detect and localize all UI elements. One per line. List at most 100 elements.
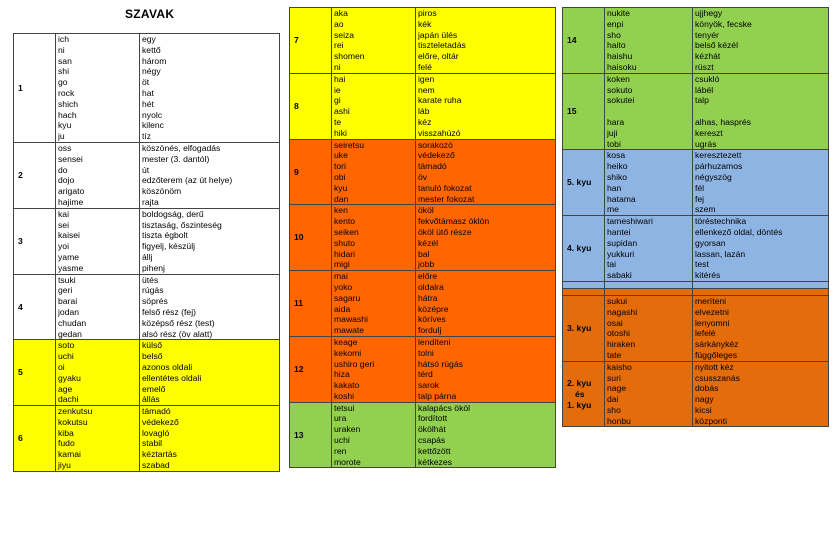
hungarian-meaning: védekező xyxy=(142,416,179,427)
hungarian-meanings: lendíteni tolni hátsó rúgás térd sarok talp p… xyxy=(415,335,556,403)
japanese-word: kaisho xyxy=(607,361,632,372)
hungarian-meanings: csukló lábél talp alhas, hasprés kereszt ugrá… xyxy=(692,72,829,151)
lesson-group: 4. kyu tameshiwari hantei supidan yukkuri tai… xyxy=(562,215,829,282)
lesson-number-text: 1. kyu xyxy=(567,399,592,410)
japanese-word: sensei xyxy=(58,153,83,164)
hungarian-meaning: tíz xyxy=(142,131,152,142)
lesson-number: 11 xyxy=(289,270,332,337)
hungarian-meaning: talp xyxy=(695,95,709,106)
japanese-word: sagaru xyxy=(334,292,361,303)
japanese-word: ushiro geri xyxy=(334,358,375,369)
lesson-group: 13 tetsui ura uraken uchi ren morote kalapács ö… xyxy=(289,401,556,469)
hungarian-meaning: tiszteletadás xyxy=(418,40,466,51)
japanese-word: seiza xyxy=(334,29,355,40)
lesson-number: 13 xyxy=(289,401,332,469)
hungarian-meaning: öt xyxy=(142,77,150,88)
hungarian-meaning: fél xyxy=(695,182,705,193)
hungarian-meaning: köríves xyxy=(418,314,446,325)
hungarian-meaning: azonos oldali xyxy=(142,361,193,372)
hungarian-meaning: külső xyxy=(142,340,163,351)
hungarian-meanings: nyitott kéz csusszanás dobás nagy kicsi közpo… xyxy=(692,360,829,428)
hungarian-meaning: fordulj xyxy=(418,325,442,336)
japanese-word: tobi xyxy=(607,138,621,149)
hungarian-meaning: kicsi xyxy=(695,404,712,415)
hungarian-meaning: szem xyxy=(695,204,716,215)
japanese-words: ken kento seiken shuto hidari migi xyxy=(331,204,416,272)
hungarian-meaning: igen xyxy=(418,73,435,84)
hungarian-meaning: nagy xyxy=(695,394,714,405)
hungarian-meaning: mester (3. dantól) xyxy=(142,153,210,164)
lesson-group: 10 ken kento seiken shuto hidari migi ököl fekvő… xyxy=(289,204,556,272)
lesson-number-text: 15 xyxy=(567,106,577,117)
japanese-word: hiza xyxy=(334,369,350,380)
japanese-word: obi xyxy=(334,171,346,182)
hungarian-meaning: nyitott kéz xyxy=(695,361,734,372)
hungarian-meaning: piros xyxy=(418,8,437,18)
lesson-group: 9 seiretsu uke tori obi kyu dan sorakozó védekez… xyxy=(289,138,556,206)
lesson-number: 15 xyxy=(562,72,605,151)
lesson-number: 9 xyxy=(289,138,332,206)
hungarian-meanings: támadó védekező lovagló stabil kéztartás szab… xyxy=(139,405,280,472)
hungarian-meaning: szabad xyxy=(142,460,170,471)
japanese-words: mai yoko sagaru aida mawashi mawate xyxy=(331,270,416,337)
lesson-group xyxy=(562,287,829,296)
japanese-word: shuto xyxy=(334,237,356,248)
japanese-word: jodan xyxy=(58,306,80,317)
japanese-word: morote xyxy=(334,456,361,467)
japanese-word: heiko xyxy=(607,161,628,172)
japanese-word: kento xyxy=(334,216,356,227)
lesson-number: 10 xyxy=(289,204,332,272)
lesson-number-text: 2 xyxy=(18,169,23,180)
hungarian-meaning: lábél xyxy=(695,84,714,95)
hungarian-meaning: függőleges xyxy=(695,349,738,360)
hungarian-meaning: lovagló xyxy=(142,427,170,438)
japanese-word: yame xyxy=(58,251,80,262)
lesson-group xyxy=(562,280,829,289)
hungarian-meaning: ugrás xyxy=(695,138,717,149)
hungarian-meaning: felé xyxy=(418,61,432,72)
hungarian-meaning: három xyxy=(142,55,167,66)
lesson-group: 4 tsuki geri barai jodan chudan gedan ütés rúgás… xyxy=(13,273,280,341)
japanese-word: zenkutsu xyxy=(58,406,93,417)
japanese-word: dachi xyxy=(58,394,79,405)
hungarian-meaning: sarok xyxy=(418,380,440,391)
hungarian-meanings: kalapács ököl fordított ökölhát csapás kettő… xyxy=(415,401,556,469)
japanese-word: ni xyxy=(334,61,341,72)
lesson-number-text: 14 xyxy=(567,34,577,45)
hungarian-meaning: négyszög xyxy=(695,171,732,182)
hungarian-meaning: csapás xyxy=(418,435,446,446)
japanese-words: tetsui ura uraken uchi ren morote xyxy=(331,401,416,469)
japanese-word: migi xyxy=(334,259,350,270)
japanese-word: dan xyxy=(334,193,349,204)
hungarian-meaning: négy xyxy=(142,66,161,77)
japanese-word: sho xyxy=(607,404,621,415)
japanese-word: me xyxy=(607,204,619,215)
hungarian-meaning: állás xyxy=(142,394,160,405)
hungarian-meanings: ütés rúgás söprés felső rész (fej) középső r… xyxy=(139,273,280,341)
japanese-word: sabaki xyxy=(607,270,632,281)
hungarian-meaning xyxy=(693,106,828,117)
vocab-table-middle: 7 aka ao seiza rei shomen ni piros kék japán ülés… xyxy=(289,7,556,469)
lesson-number: 6 xyxy=(13,405,56,472)
japanese-word: shomen xyxy=(334,51,365,62)
lesson-number: 1 xyxy=(13,33,56,143)
hungarian-meanings: boldogság, derű tisztaság, őszinteség tisz… xyxy=(139,207,280,275)
japanese-word: otoshi xyxy=(607,328,630,339)
hungarian-meaning: kéz xyxy=(418,116,432,127)
lesson-group: 8 hai ie gi ashi te hiki igen nem karate ruha láb k… xyxy=(289,72,556,140)
japanese-words xyxy=(604,287,693,296)
hungarian-meaning: stabil xyxy=(142,438,163,449)
hungarian-meaning: öv xyxy=(418,171,428,182)
japanese-word: fudo xyxy=(58,438,75,449)
vocab-table-left: 1 ich ni san shi go rock shich hach kyu ju egy kettő… xyxy=(13,33,280,472)
japanese-word: aka xyxy=(334,8,348,18)
hungarian-meaning: fej xyxy=(695,193,705,204)
hungarian-meaning: ujjhegy xyxy=(695,8,723,18)
lesson-number-text: 3. kyu xyxy=(567,322,592,333)
japanese-word: shi xyxy=(58,66,69,77)
japanese-word: dojo xyxy=(58,175,75,186)
japanese-word: hiki xyxy=(334,127,347,138)
hungarian-meaning: csukló xyxy=(695,73,720,84)
japanese-word: uke xyxy=(334,150,348,161)
lesson-number-text: 4 xyxy=(18,301,23,312)
